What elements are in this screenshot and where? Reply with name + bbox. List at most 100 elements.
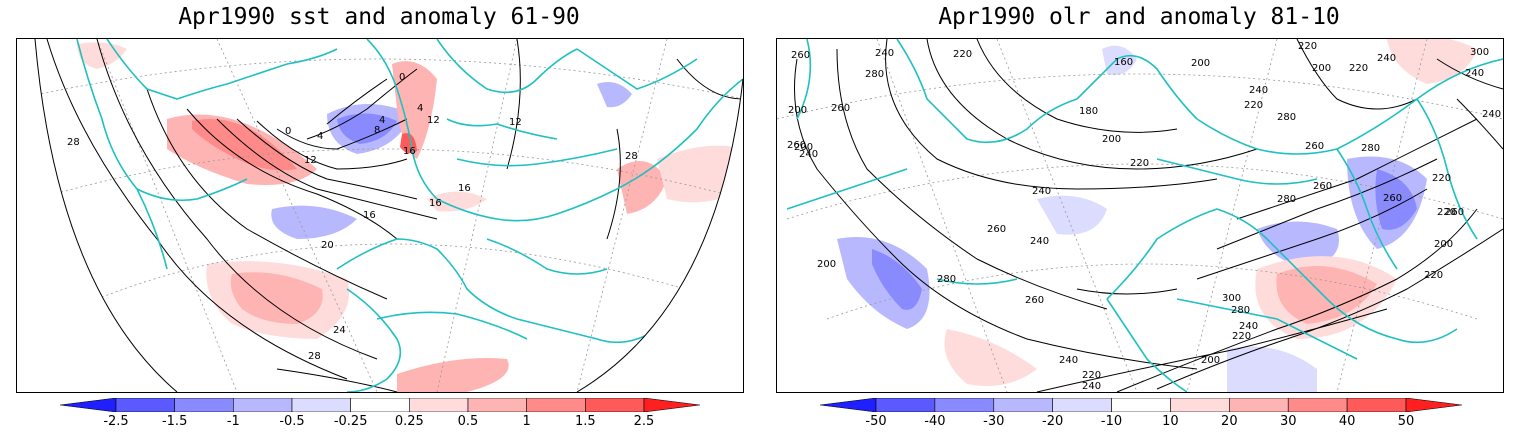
- svg-text:260: 260: [787, 140, 806, 151]
- olr-map: 240 220 160 200 220 200 220 240 300 240 …: [777, 39, 1503, 392]
- svg-text:8: 8: [374, 125, 380, 136]
- sst-cold-anomaly: [271, 205, 357, 239]
- svg-text:240: 240: [1249, 85, 1268, 96]
- svg-text:200: 200: [817, 259, 836, 270]
- olr-positive-anomaly: [1387, 39, 1477, 84]
- olr-negative-anomaly-core: [1375, 169, 1417, 230]
- olr-contour-labels: 240 220 160 200 220 200 220 240 300 240 …: [787, 41, 1501, 392]
- colorbar-tick-label: -50: [865, 414, 887, 429]
- colorbar-tick-label: 20: [1221, 414, 1238, 429]
- colorbar-swatch: [820, 398, 877, 412]
- svg-text:16: 16: [458, 183, 471, 194]
- colorbar-tick-label: 0.25: [394, 414, 424, 429]
- svg-text:28: 28: [67, 137, 80, 148]
- svg-text:240: 240: [799, 149, 818, 160]
- olr-positive-anomaly: [944, 329, 1037, 387]
- svg-text:220: 220: [1298, 41, 1317, 52]
- svg-text:260: 260: [987, 224, 1006, 235]
- svg-text:0: 0: [285, 126, 291, 137]
- svg-text:0: 0: [399, 72, 405, 83]
- colorbar-swatch: [993, 398, 1053, 412]
- olr-negative-anomaly: [1037, 195, 1107, 235]
- svg-text:220: 220: [1244, 100, 1263, 111]
- svg-text:240: 240: [1482, 109, 1501, 120]
- olr-positive-anomaly-core: [1276, 266, 1377, 324]
- colorbar-tick-label: 30: [1279, 414, 1297, 429]
- graticule: [17, 39, 743, 392]
- colorbar-tick-label: -10: [1100, 414, 1123, 429]
- svg-text:16: 16: [363, 210, 376, 221]
- svg-text:300: 300: [1222, 293, 1241, 304]
- colorbar-swatch: [1052, 398, 1112, 412]
- svg-text:240: 240: [1082, 381, 1101, 392]
- colorbar-tick-label: 40: [1338, 414, 1356, 429]
- sst-warm-anomaly: [427, 191, 487, 212]
- svg-text:12: 12: [509, 117, 522, 128]
- svg-text:16: 16: [403, 146, 416, 157]
- colorbar-tick-label: -1.5: [161, 414, 188, 429]
- svg-text:260: 260: [1305, 141, 1324, 152]
- colorbar-swatch: [934, 398, 995, 412]
- svg-text:16: 16: [429, 198, 442, 209]
- svg-text:4: 4: [379, 115, 385, 126]
- svg-text:280: 280: [1277, 112, 1296, 123]
- svg-text:240: 240: [1377, 53, 1396, 64]
- svg-text:280: 280: [937, 274, 956, 285]
- olr-map-panel: 240 220 160 200 220 200 220 240 300 240 …: [776, 38, 1504, 393]
- svg-text:200: 200: [1201, 355, 1220, 366]
- colorbar-swatch: [1111, 398, 1171, 412]
- colorbar-swatch: [1287, 398, 1348, 412]
- svg-text:220: 220: [953, 49, 972, 60]
- colorbar-swatch: [643, 398, 700, 412]
- svg-text:220: 220: [1437, 207, 1456, 218]
- colorbar-swatch: [875, 398, 936, 412]
- colorbar-swatch: [174, 398, 234, 412]
- sst-cold-anomaly: [597, 81, 632, 108]
- colorbar-swatch: [233, 398, 293, 412]
- colorbar-swatch: [409, 398, 469, 412]
- colorbar-tick-label: -0.5: [279, 414, 305, 429]
- sst-contour-labels: 28 0 4 4 8 12 16 16 16 20 24 28 0 12 28 …: [67, 72, 638, 362]
- sst-warm-anomaly: [617, 161, 667, 214]
- outside-hemisphere: [17, 39, 177, 392]
- svg-text:28: 28: [625, 151, 638, 162]
- svg-text:260: 260: [1025, 295, 1044, 306]
- colorbar-swatch: [115, 398, 175, 412]
- svg-text:4: 4: [417, 103, 423, 114]
- svg-text:200: 200: [1102, 134, 1121, 145]
- colorbar-tick-label: 2.5: [633, 414, 655, 429]
- sst-cold-anomaly-core: [337, 113, 397, 144]
- colorbar-swatch: [350, 398, 410, 412]
- svg-text:220: 220: [1349, 63, 1368, 74]
- graticule: [777, 39, 1503, 392]
- sst-warm-anomaly: [397, 358, 509, 392]
- left-panel-title: Apr1990 sst and anomaly 61-90: [178, 4, 580, 30]
- svg-text:300: 300: [1470, 47, 1489, 58]
- sst-contours: [46, 39, 743, 392]
- svg-text:240: 240: [1465, 68, 1484, 79]
- colorbar-tick-label: -2.5: [103, 414, 129, 429]
- olr-negative-anomaly-core: [872, 249, 922, 310]
- svg-text:200: 200: [1434, 239, 1453, 250]
- svg-text:240: 240: [1239, 321, 1258, 332]
- right-panel-title: Apr1990 olr and anomaly 81-10: [938, 4, 1340, 30]
- olr-negative-anomaly: [1227, 346, 1317, 392]
- sst-colorbar: -2.5 -1.5 -1 -0.5 -0.25 0.25 0.5 1 1.5 2.5: [60, 398, 700, 432]
- colorbar-tick-label: 0.5: [457, 414, 479, 429]
- svg-text:160: 160: [1114, 57, 1133, 68]
- hemisphere-edge: [34, 39, 178, 392]
- olr-colorbar-swatches: [820, 398, 1462, 412]
- svg-text:180: 180: [1079, 106, 1098, 117]
- svg-text:200: 200: [788, 105, 807, 116]
- svg-text:24: 24: [333, 325, 346, 336]
- hemisphere-edge: [576, 78, 743, 392]
- svg-text:4: 4: [317, 131, 323, 142]
- sst-map: 28 0 4 4 8 12 16 16 16 20 24 28 0 12 28 …: [17, 39, 743, 392]
- svg-text:260: 260: [1313, 181, 1332, 192]
- colorbar-swatch: [585, 398, 645, 412]
- svg-text:260: 260: [1383, 193, 1402, 204]
- colorbar-tick-label: -0.25: [333, 414, 368, 429]
- svg-text:260: 260: [831, 103, 850, 114]
- svg-text:12: 12: [427, 115, 440, 126]
- sst-colorbar-swatches: [60, 398, 700, 412]
